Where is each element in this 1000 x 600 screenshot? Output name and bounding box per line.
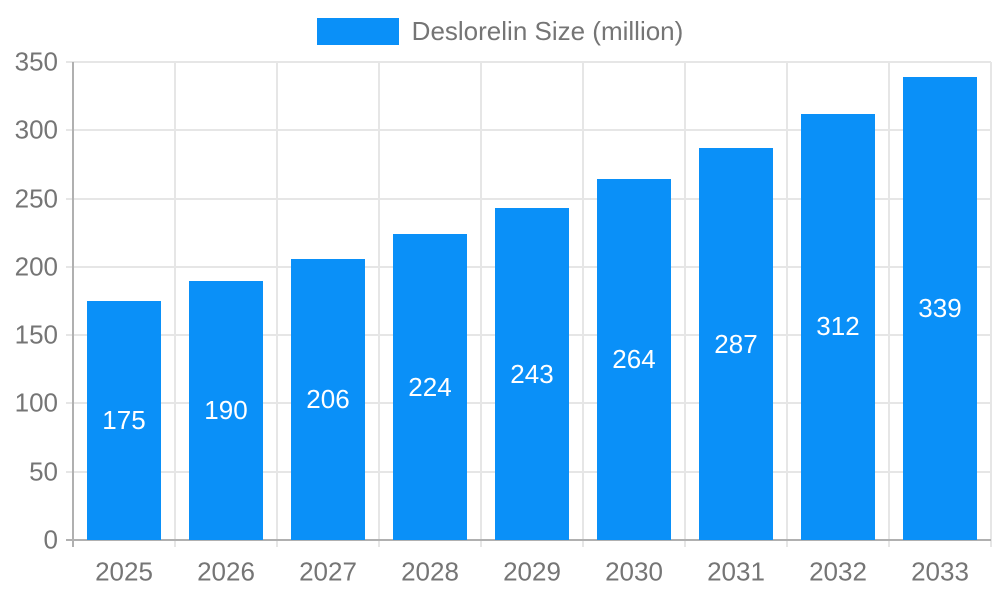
bar-2033: 339 <box>903 77 977 540</box>
bar-2028: 224 <box>393 234 467 540</box>
y-axis-tick-label: 200 <box>14 251 58 282</box>
bar-value-label: 175 <box>102 405 146 435</box>
x-axis-category-label: 2028 <box>401 556 459 587</box>
bar-2025: 175 <box>87 301 161 540</box>
y-axis-tick-label: 50 <box>29 456 58 487</box>
x-axis-category-label: 2030 <box>605 556 663 587</box>
y-axis-tick-label: 0 <box>43 524 58 555</box>
x-axis-line <box>66 539 991 541</box>
bar-value-label: 190 <box>204 394 248 425</box>
v-gridline <box>990 62 992 547</box>
y-axis-tick-label: 300 <box>14 114 58 145</box>
bar-2031: 287 <box>699 148 773 540</box>
bar-2029: 243 <box>495 208 569 540</box>
x-axis-category-label: 2033 <box>911 556 969 587</box>
x-axis-category-label: 2026 <box>197 556 255 587</box>
bar-2027: 206 <box>291 258 365 540</box>
y-axis-tick-label: 350 <box>14 46 58 77</box>
x-axis-category-label: 2029 <box>503 556 561 587</box>
v-gridline <box>786 62 788 547</box>
bar-value-label: 339 <box>918 293 962 323</box>
bar-2032: 312 <box>801 113 875 540</box>
bar-value-label: 243 <box>510 358 554 389</box>
v-gridline <box>582 62 584 547</box>
h-gridline <box>66 129 991 132</box>
v-gridline <box>480 62 482 547</box>
x-axis-category-label: 2027 <box>299 556 357 587</box>
y-axis-tick-label: 100 <box>14 387 58 418</box>
bar-2030: 264 <box>597 179 671 540</box>
y-axis-tick-label: 150 <box>14 319 58 350</box>
bar-value-label: 206 <box>306 383 350 414</box>
bar-value-label: 264 <box>612 344 656 375</box>
x-axis-category-label: 2025 <box>95 556 153 587</box>
legend-swatch <box>316 17 399 45</box>
y-axis-tick-label: 250 <box>14 183 58 214</box>
v-gridline <box>378 62 380 547</box>
bar-value-label: 287 <box>714 328 758 359</box>
x-axis-category-label: 2031 <box>707 556 765 587</box>
v-gridline <box>684 62 686 547</box>
bar-2026: 190 <box>189 280 263 540</box>
bar-value-label: 224 <box>408 371 452 402</box>
x-axis-category-label: 2032 <box>809 556 867 587</box>
bar-value-label: 312 <box>816 311 860 342</box>
legend: Deslorelin Size (million) <box>0 15 1000 47</box>
v-gridline <box>174 62 176 547</box>
h-gridline <box>66 61 991 63</box>
v-gridline <box>888 62 890 547</box>
h-gridline <box>66 197 991 200</box>
y-axis-line <box>72 62 74 547</box>
legend-label: Deslorelin Size (million) <box>411 15 684 46</box>
v-gridline <box>276 62 278 547</box>
